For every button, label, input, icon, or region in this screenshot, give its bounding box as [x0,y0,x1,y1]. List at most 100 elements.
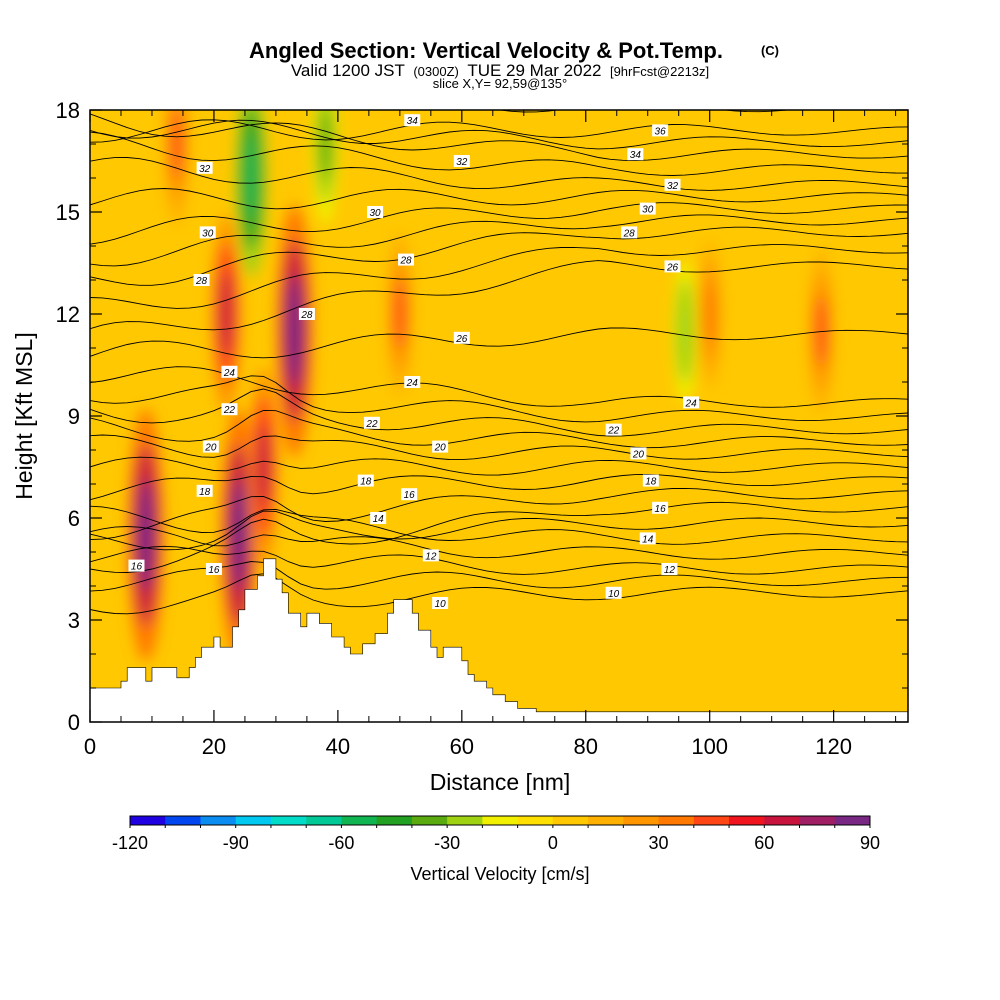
contour-label: 34 [404,114,421,127]
contour-label-bg [630,447,647,460]
x-tick-label: 120 [815,734,852,759]
contour-label: 16 [128,559,145,573]
contour-label-text: 18 [645,477,657,488]
contour-label-text: 30 [642,205,654,216]
contour-label-text: 26 [455,334,468,345]
x-tick-label: 100 [691,734,728,759]
theta-contour-16 [90,501,908,573]
contour-label-bg [363,416,380,429]
contour-label-text: 12 [664,565,676,576]
contour-label-text: 28 [399,256,412,267]
contour-label: 18 [357,474,374,488]
colorbar-swatch [376,816,413,825]
contour-label: 36 [652,124,669,137]
contour-label-text: 20 [632,449,645,460]
plot-area: 36 34 34 32 32 32 30 30 30 28 28 28 28 26 26 24 24 24 22 22… [90,110,908,722]
colorbar-swatch [130,816,166,825]
contour-label-bg [367,206,384,218]
title-mark: (C) [761,43,779,58]
contour-label: 16 [205,563,222,576]
theta-contour-19 [90,456,908,476]
contour-label-bg [605,423,622,436]
colorbar-tick-label: -30 [434,833,460,853]
theta-contour-21 [90,409,908,449]
contour-label-bg [627,148,644,161]
colorbar-swatch [517,816,554,825]
contour-label-text: 36 [655,126,667,137]
theta-contour-35 [90,119,908,150]
contour-label-bg [652,501,669,514]
colorbar-swatch [411,816,448,825]
contour-label-bg [453,331,470,344]
title-line2: Valid 1200 JST (0300Z) TUE 29 Mar 2022 [… [291,61,709,80]
y-axis-label: Height [Kft MSL] [11,332,37,499]
velocity-cell-5-2 [256,423,271,511]
contour-label-bg [370,512,387,524]
contour-label: 16 [401,488,418,501]
utc-time: (0300Z) [413,64,459,79]
theta-contour-15 [90,510,908,551]
contour-label-bg [605,586,622,599]
colorbar-swatch [834,816,871,825]
contour-label: 20 [432,440,449,454]
colorbar-swatch [658,816,695,825]
contour-label-text: 26 [666,262,679,273]
velocity-cell-9-2 [679,299,691,363]
slice-info: slice X,Y= 92,59@135° [433,76,567,91]
contour-label-text: 14 [373,514,385,525]
contour-label-text: 24 [685,398,698,409]
contour-label-text: 24 [406,378,419,389]
contour-label-bg [639,532,656,545]
contour-label-text: 32 [199,164,211,175]
theta-contour-25 [90,327,908,359]
theta-contour-26 [90,260,908,331]
contour-label-text: 12 [425,551,437,562]
colorbar-swatch [729,816,765,825]
contour-label-bg [357,474,374,487]
contour-label-text: 32 [667,181,679,192]
y-tick-label: 3 [68,608,80,633]
velocity-cell-3-2 [230,479,247,591]
theta-contour-36 [90,119,908,143]
theta-contour-18 [90,473,908,501]
colorbar-swatch [764,816,801,825]
potential-temperature-contours [90,110,908,615]
contour-label-text: 28 [623,228,636,239]
chart-title: Angled Section: Vertical Velocity & Pot.… [249,38,779,91]
colorbar-swatch [552,816,589,825]
contour-label-bg [404,114,421,127]
contour-label-text: 16 [208,565,220,576]
colorbar-swatch [200,816,237,825]
contour-label: 18 [642,474,659,488]
contour-label: 34 [627,148,644,161]
contour-label-bg [661,563,678,575]
contour-label: 28 [621,226,638,239]
contour-label: 28 [193,274,210,287]
contour-label-bg [683,396,700,409]
contour-label-bg [401,488,418,501]
contour-label: 32 [664,178,681,192]
y-tick-label: 15 [56,200,80,225]
contour-label-text: 18 [360,477,372,488]
velocity-cell-6-2 [286,275,303,387]
y-tick-label: 6 [68,506,80,531]
theta-contour-27 [90,244,908,309]
colorbar-swatch [482,816,519,825]
velocity-cell-8-2 [394,278,406,350]
contour-label: 24 [683,396,700,409]
colorbar-frame [129,815,871,826]
theta-contour-14 [90,505,908,545]
contour-label-text: 30 [369,208,381,219]
contour-label-bg [199,226,216,239]
x-tick-label: 80 [574,734,598,759]
theta-contour-12 [90,545,908,575]
contour-label-text: 28 [300,310,313,321]
contour-label-bg [621,226,638,239]
contour-label-bg [664,178,681,191]
colorbar-tick-label: 30 [649,833,669,853]
theta-contour-31 [90,188,908,210]
colorbar-swatch [623,816,660,825]
y-tick-label: 18 [56,98,80,123]
contour-label: 30 [199,226,216,239]
